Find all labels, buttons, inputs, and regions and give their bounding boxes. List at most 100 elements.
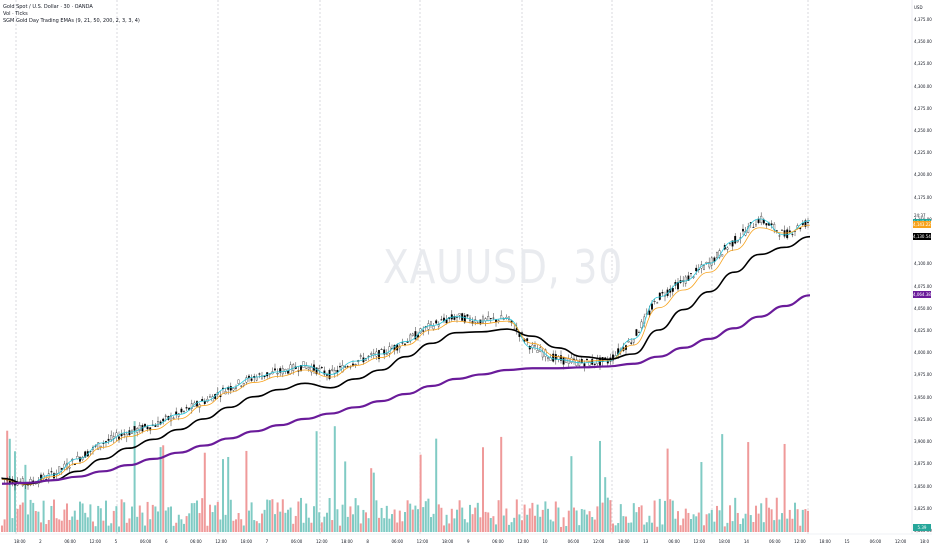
volume-bar xyxy=(536,504,539,532)
volume-bar xyxy=(674,518,677,532)
volume-bar xyxy=(471,514,474,532)
volume-bar xyxy=(112,510,115,532)
volume-bar xyxy=(583,509,586,532)
volume-bar xyxy=(731,521,734,532)
volume-bar xyxy=(11,518,14,532)
price-axis-label: 3,925.000 xyxy=(914,416,932,422)
ema-21-line xyxy=(1,224,811,486)
volume-bar xyxy=(729,505,731,532)
candle-body xyxy=(734,235,737,244)
volume-bar xyxy=(214,505,217,532)
candle-body xyxy=(149,427,152,431)
candle-body xyxy=(383,349,386,355)
volume-bar xyxy=(307,517,310,532)
volume-bar xyxy=(682,518,685,532)
candle-body xyxy=(240,385,243,387)
volume-bar xyxy=(193,503,196,532)
candle-body xyxy=(209,396,211,398)
volume-bar xyxy=(362,509,365,532)
candle-body xyxy=(237,379,240,384)
volume-bar xyxy=(786,518,789,532)
volume-bar xyxy=(219,519,222,532)
time-axis-label: 12:00 xyxy=(894,539,907,544)
candle-body xyxy=(562,356,565,365)
candle-body xyxy=(638,331,640,333)
volume-bar xyxy=(367,518,370,532)
candle-body xyxy=(84,451,87,458)
volume-bar xyxy=(250,502,253,532)
candle-body xyxy=(99,445,102,448)
candle-body xyxy=(258,373,261,375)
candle-body xyxy=(432,325,435,330)
legend-indicator[interactable]: SGM Gold Day Trading EMAs (9, 21, 50, 20… xyxy=(3,18,140,24)
price-axis-label: 3,825.000 xyxy=(914,505,932,511)
volume-bar xyxy=(612,523,614,532)
legend-symbol[interactable]: Gold Spot / U.S. Dollar · 30 · OANDA xyxy=(3,4,93,10)
volume-bar xyxy=(578,525,581,532)
candle-body xyxy=(661,292,664,294)
volume-bar xyxy=(721,434,724,532)
volume-bar xyxy=(508,524,510,532)
volume-bar xyxy=(201,498,204,532)
volume-bar xyxy=(417,509,419,532)
volume-bar xyxy=(708,513,711,532)
candle-body xyxy=(630,342,633,344)
candle-body xyxy=(632,339,635,343)
volume-bar xyxy=(375,500,378,532)
volume-bar xyxy=(575,510,578,532)
volume-bar xyxy=(206,525,209,532)
volume-bar xyxy=(146,501,149,532)
volume-bar xyxy=(365,512,367,532)
volume-bar xyxy=(149,519,152,532)
volume-bar xyxy=(292,523,295,532)
candle-body xyxy=(770,223,773,226)
volume-bar xyxy=(102,520,105,532)
chart-legend: Gold Spot / U.S. Dollar · 30 · OANDA Vol… xyxy=(3,4,140,25)
candle-body xyxy=(367,355,370,357)
volume-bar xyxy=(34,511,37,532)
legend-volume[interactable]: Vol · Ticks xyxy=(3,11,28,17)
volume-bar xyxy=(599,440,601,532)
candle-body xyxy=(586,358,588,361)
candle-body xyxy=(552,353,555,362)
candle-body xyxy=(570,357,573,363)
volume-bar xyxy=(229,499,232,532)
volume-bar xyxy=(567,510,570,532)
candle-body xyxy=(458,313,461,316)
volume-bar xyxy=(531,502,534,532)
volume-bar xyxy=(601,502,604,532)
volume-bar xyxy=(180,519,183,532)
volume-bar xyxy=(716,505,718,532)
volume-bar xyxy=(183,523,185,532)
volume-bar xyxy=(21,502,24,532)
candle-body xyxy=(370,353,373,355)
volume-bar xyxy=(136,516,139,532)
candle-body xyxy=(684,276,687,284)
volume-bar xyxy=(86,517,89,532)
volume-bar xyxy=(242,525,245,532)
volume-bar xyxy=(383,518,386,532)
volume-bar xyxy=(40,522,42,532)
volume-bar xyxy=(404,511,406,532)
volume-bar xyxy=(458,500,461,532)
volume-bar xyxy=(24,464,27,532)
volume-bar xyxy=(406,500,409,532)
time-axis-label: 15 xyxy=(844,539,850,544)
price-axis-label: 3,900.000 xyxy=(914,439,932,445)
volume-bar xyxy=(474,507,477,532)
volume-bar xyxy=(411,509,414,532)
volume-bar xyxy=(190,503,193,532)
volume-bar xyxy=(99,508,102,532)
candle-body xyxy=(164,415,167,417)
price-tag: 4,064.387 xyxy=(913,291,932,299)
volume-bar xyxy=(796,509,799,532)
volume-bar xyxy=(554,501,557,532)
candle-body xyxy=(50,471,53,473)
volume-bar xyxy=(573,507,575,532)
volume-bar xyxy=(625,516,627,532)
price-axis-label: 3,875.000 xyxy=(914,461,932,467)
price-axis-label: 4,000.000 xyxy=(914,350,932,356)
volume-bar xyxy=(781,513,783,532)
